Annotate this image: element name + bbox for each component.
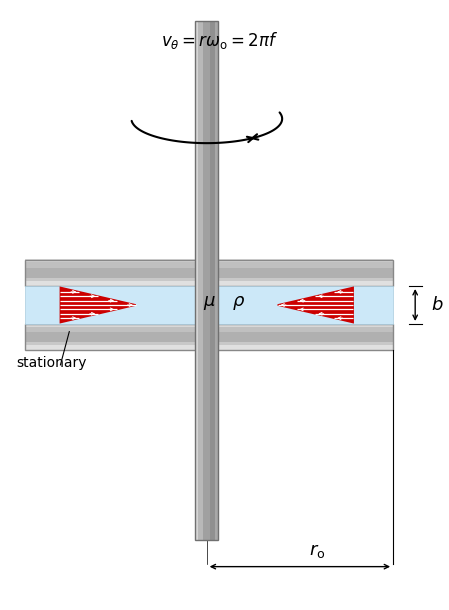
Text: stationary: stationary bbox=[16, 356, 87, 370]
Bar bbox=[25, 331, 393, 334]
Bar bbox=[25, 259, 393, 262]
Bar bbox=[210, 21, 215, 540]
Bar bbox=[25, 267, 393, 270]
Bar bbox=[202, 21, 210, 540]
Bar bbox=[195, 21, 198, 540]
Text: $b$: $b$ bbox=[431, 296, 443, 314]
Bar bbox=[25, 264, 393, 268]
Polygon shape bbox=[278, 287, 353, 323]
Bar bbox=[25, 329, 393, 332]
Bar bbox=[25, 273, 393, 276]
Bar bbox=[25, 283, 393, 286]
Bar bbox=[195, 21, 218, 540]
Bar bbox=[25, 323, 393, 326]
Bar bbox=[25, 286, 393, 324]
Bar bbox=[198, 21, 202, 540]
Bar bbox=[25, 326, 393, 329]
Bar bbox=[25, 278, 393, 281]
Bar bbox=[25, 262, 393, 265]
Bar bbox=[25, 339, 393, 342]
Bar bbox=[25, 345, 393, 348]
Bar bbox=[25, 337, 393, 340]
Text: $\mu \quad \rho$: $\mu \quad \rho$ bbox=[203, 294, 246, 312]
Bar bbox=[25, 334, 393, 337]
Bar bbox=[25, 259, 393, 286]
Text: $r_\mathrm{o}$: $r_\mathrm{o}$ bbox=[309, 542, 326, 560]
Bar bbox=[25, 347, 393, 351]
Text: $v_\theta = r\omega_\mathrm{o} = 2\pi f$: $v_\theta = r\omega_\mathrm{o} = 2\pi f$ bbox=[162, 30, 279, 51]
Bar bbox=[215, 21, 218, 540]
Polygon shape bbox=[61, 287, 136, 323]
Bar bbox=[25, 342, 393, 345]
Bar bbox=[25, 281, 393, 284]
Bar bbox=[25, 275, 393, 278]
Bar bbox=[25, 270, 393, 273]
Bar bbox=[25, 324, 393, 351]
